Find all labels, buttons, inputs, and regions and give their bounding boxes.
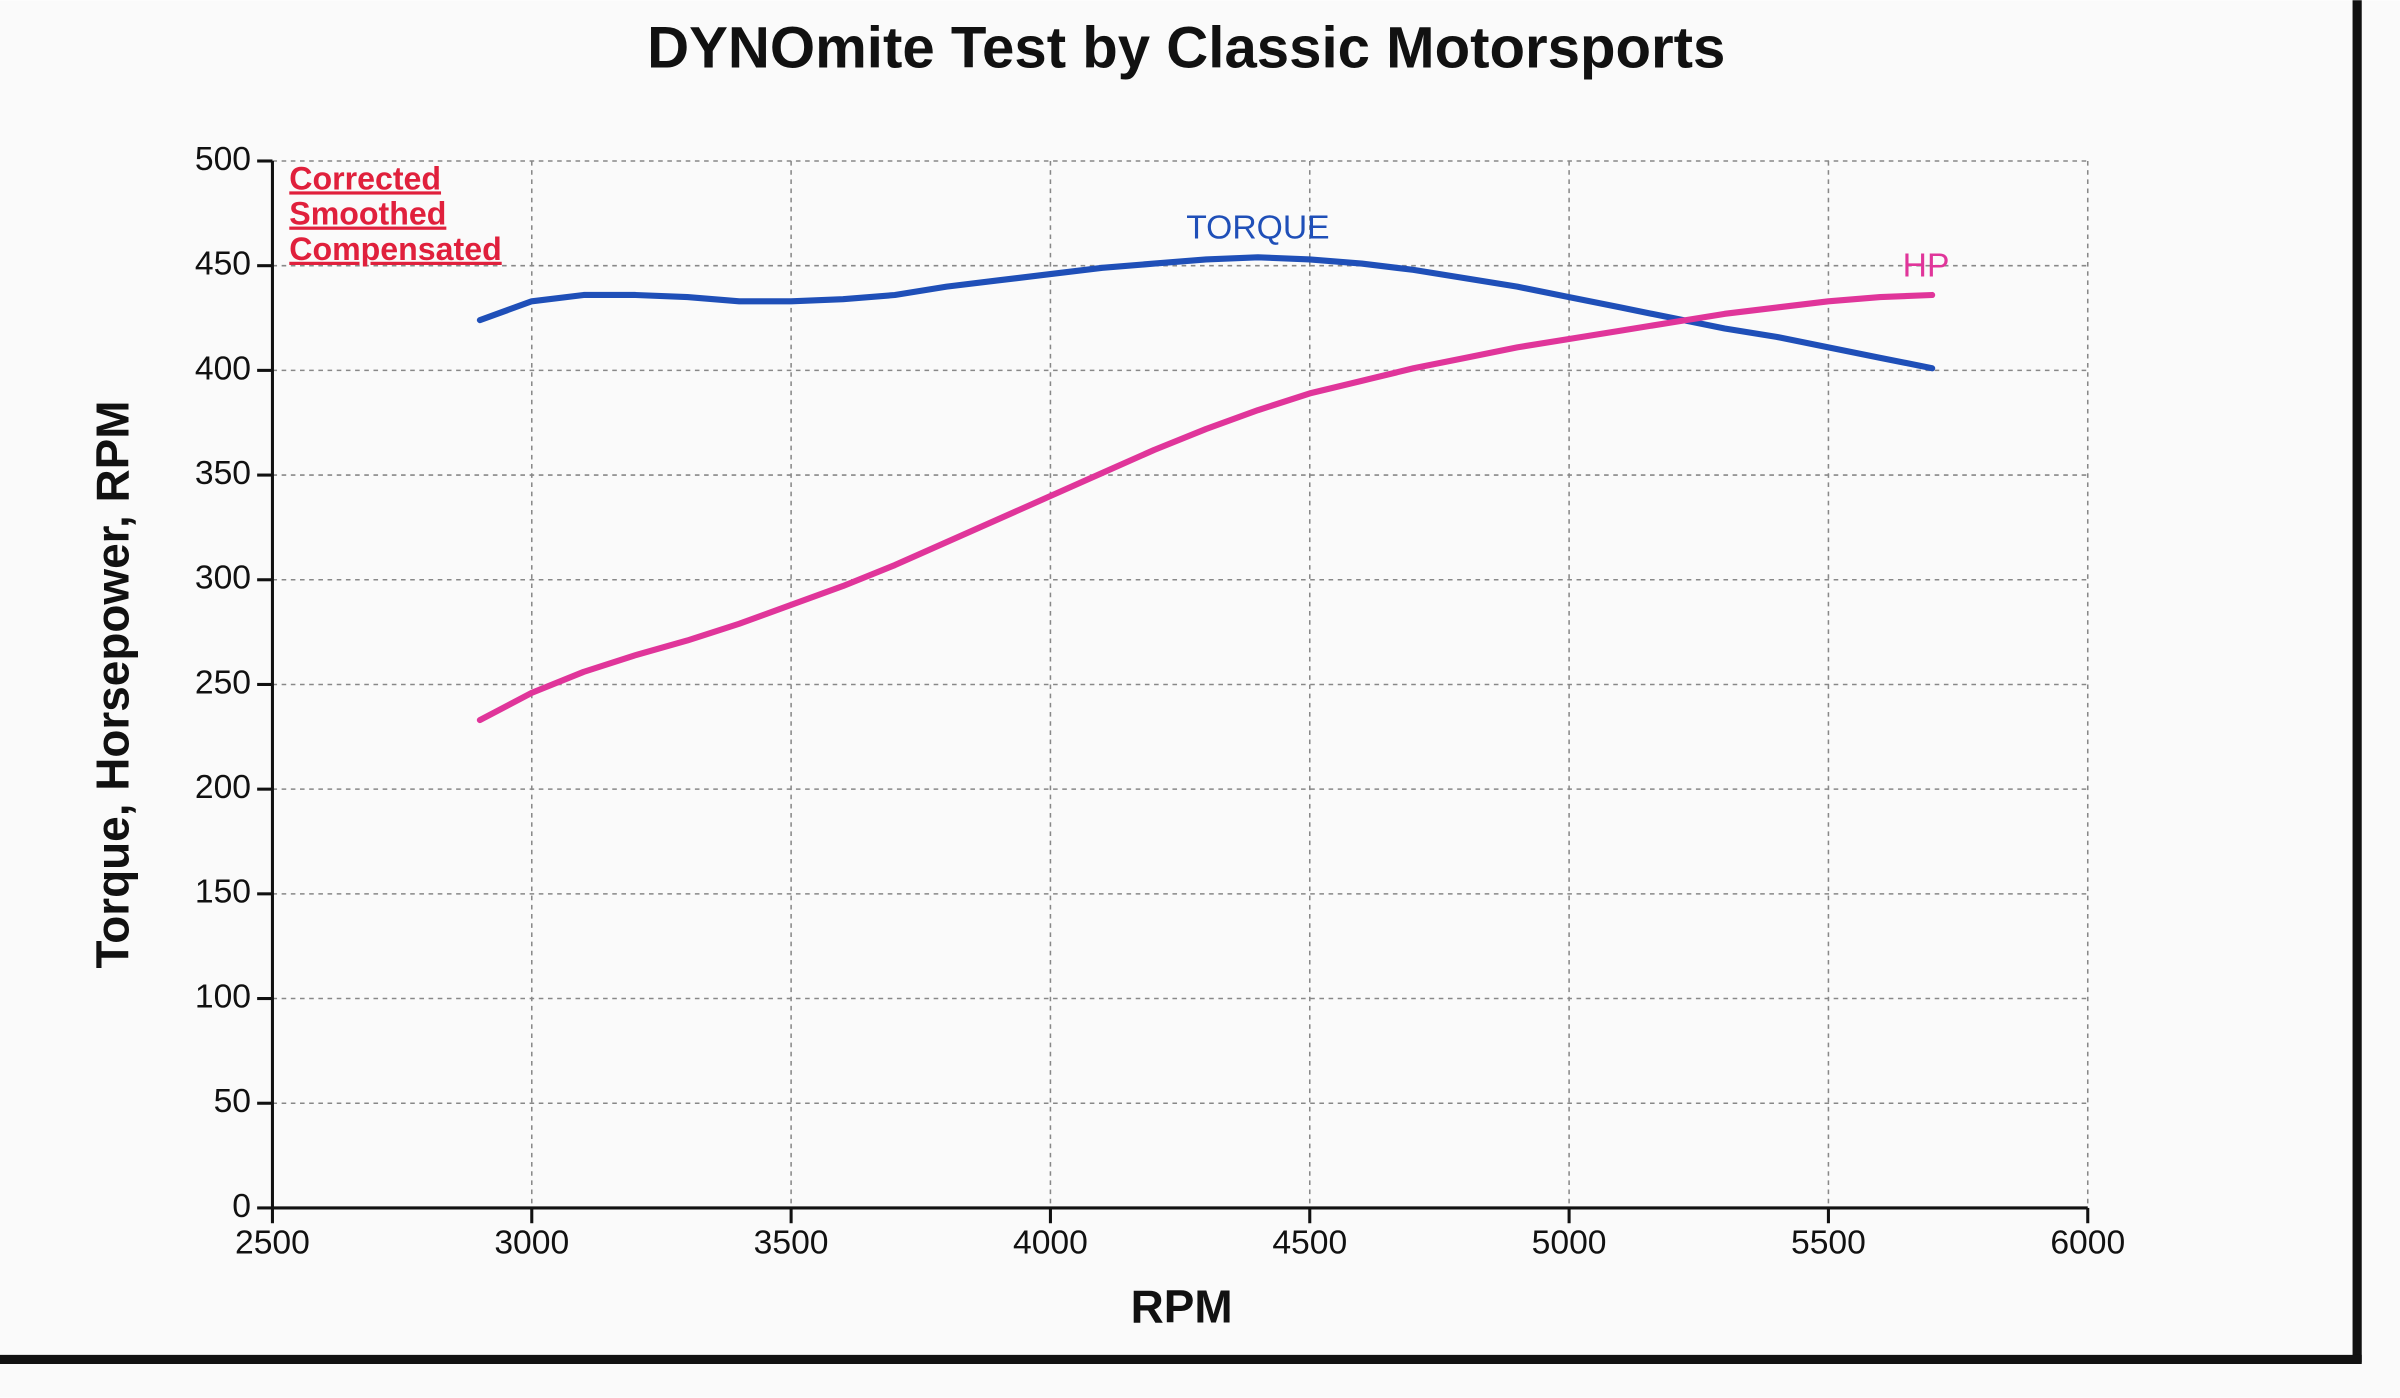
y-tick-label: 200 bbox=[195, 769, 251, 806]
y-tick-label: 150 bbox=[195, 874, 251, 911]
y-axis-label: Torque, Horsepower, RPM bbox=[86, 400, 138, 968]
x-tick-label: 5500 bbox=[1791, 1225, 1866, 1262]
y-tick-label: 450 bbox=[195, 246, 251, 283]
y-tick-label: 300 bbox=[195, 560, 251, 597]
x-tick-label: 4000 bbox=[1013, 1225, 1088, 1262]
y-tick-label: 250 bbox=[195, 664, 251, 701]
series-label: HP bbox=[1903, 247, 1950, 284]
x-tick-label: 5000 bbox=[1532, 1225, 1607, 1262]
series-label: TORQUE bbox=[1186, 210, 1329, 247]
y-tick-label: 400 bbox=[195, 350, 251, 387]
x-tick-label: 2500 bbox=[235, 1225, 310, 1262]
series-line bbox=[476, 291, 1936, 724]
y-tick-label: 0 bbox=[232, 1188, 251, 1225]
annotation: Compensated bbox=[289, 231, 501, 267]
x-tick-label: 4500 bbox=[1272, 1225, 1347, 1262]
x-tick-label: 3000 bbox=[494, 1225, 569, 1262]
y-tick-label: 100 bbox=[195, 978, 251, 1015]
y-tick-label: 350 bbox=[195, 455, 251, 492]
annotation: Smoothed bbox=[289, 196, 446, 232]
x-axis-label: RPM bbox=[1131, 1281, 1233, 1333]
annotation: Corrected bbox=[289, 160, 441, 196]
x-tick-label: 3500 bbox=[754, 1225, 829, 1262]
x-tick-label: 6000 bbox=[2050, 1225, 2125, 1262]
y-tick-label: 50 bbox=[214, 1083, 251, 1120]
chart-title: DYNOmite Test by Classic Motorsports bbox=[647, 16, 1725, 81]
y-tick-label: 500 bbox=[195, 141, 251, 178]
